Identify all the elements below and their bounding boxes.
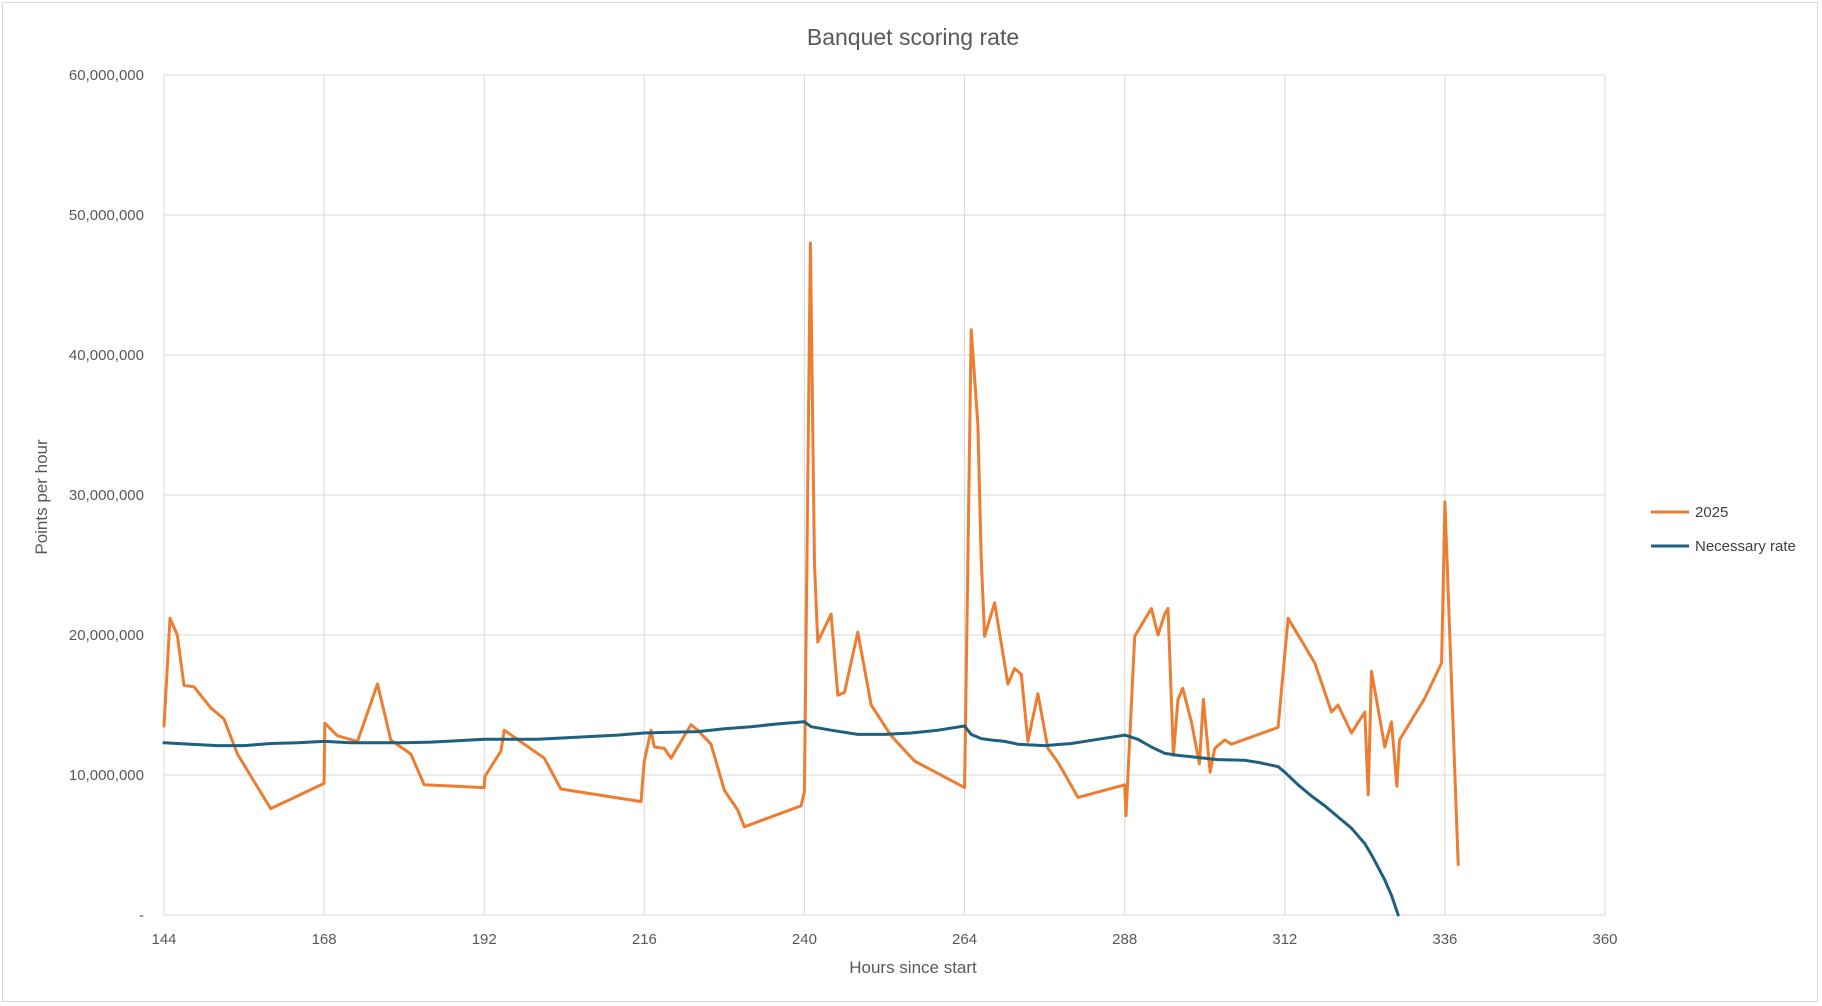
y-tick-label: - [139, 907, 144, 924]
y-axis-title: Points per hour [32, 439, 51, 555]
x-axis-tick-labels: 144 168 192 216 240 264 288 312 336 360 [151, 931, 1617, 948]
gridlines [163, 74, 1606, 916]
y-tick-label: 10,000,000 [69, 767, 144, 784]
x-tick-label: 288 [1112, 931, 1137, 948]
legend-label-2025: 2025 [1695, 504, 1728, 521]
x-tick-label: 168 [312, 931, 337, 948]
x-tick-label: 360 [1592, 931, 1617, 948]
x-tick-label: 312 [1272, 931, 1297, 948]
series-line-necessary-rate [162, 720, 1400, 917]
series-lines [162, 241, 1460, 917]
y-tick-label: 30,000,000 [69, 487, 144, 504]
x-tick-label: 240 [792, 931, 817, 948]
chart-title: Banquet scoring rate [807, 24, 1019, 50]
y-tick-label: 20,000,000 [69, 627, 144, 644]
legend-label-necessary-rate: Necessary rate [1695, 538, 1796, 555]
y-tick-label: 40,000,000 [69, 347, 144, 364]
x-axis-title: Hours since start [849, 958, 977, 977]
x-tick-label: 144 [151, 931, 176, 948]
x-tick-label: 192 [472, 931, 497, 948]
line-chart: Banquet scoring rate - 10,000,000 20,000,0… [32, 24, 1796, 977]
y-axis-tick-labels: - 10,000,000 20,000,000 30,000,000 40,000,00… [69, 67, 144, 924]
x-tick-label: 264 [952, 931, 977, 948]
legend: 2025 Necessary rate [1651, 504, 1796, 555]
y-tick-label: 60,000,000 [69, 67, 144, 84]
series-line-2025 [162, 241, 1460, 867]
y-tick-label: 50,000,000 [69, 207, 144, 224]
x-tick-label: 216 [632, 931, 657, 948]
x-tick-label: 336 [1432, 931, 1457, 948]
